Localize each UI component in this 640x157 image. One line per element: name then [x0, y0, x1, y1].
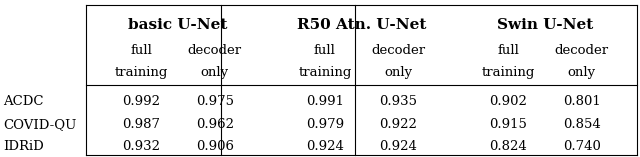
Text: decoder: decoder [555, 44, 609, 57]
Text: COVID-QU: COVID-QU [3, 118, 77, 131]
Text: 0.979: 0.979 [306, 118, 344, 131]
Text: 0.935: 0.935 [380, 95, 417, 108]
Text: decoder: decoder [371, 44, 426, 57]
Text: only: only [384, 66, 412, 79]
Text: training: training [298, 66, 351, 79]
Text: training: training [115, 66, 168, 79]
Text: training: training [482, 66, 535, 79]
Text: basic U-Net: basic U-Net [129, 18, 228, 32]
Text: 0.902: 0.902 [490, 95, 527, 108]
Text: 0.922: 0.922 [380, 118, 417, 131]
Text: only: only [568, 66, 596, 79]
Text: 0.854: 0.854 [563, 118, 600, 131]
Text: decoder: decoder [188, 44, 242, 57]
Text: only: only [201, 66, 229, 79]
Text: 0.962: 0.962 [196, 118, 234, 131]
Text: 0.906: 0.906 [196, 140, 234, 153]
Text: 0.975: 0.975 [196, 95, 234, 108]
Text: 0.924: 0.924 [306, 140, 344, 153]
Text: 0.992: 0.992 [122, 95, 161, 108]
Text: 0.932: 0.932 [122, 140, 161, 153]
Text: Swin U-Net: Swin U-Net [497, 18, 593, 32]
Text: 0.801: 0.801 [563, 95, 600, 108]
Text: R50 Atn. U-Net: R50 Atn. U-Net [297, 18, 426, 32]
Text: 0.915: 0.915 [490, 118, 527, 131]
Text: 0.740: 0.740 [563, 140, 601, 153]
Text: ACDC: ACDC [3, 95, 44, 108]
Text: 0.987: 0.987 [122, 118, 161, 131]
Text: full: full [131, 44, 152, 57]
Text: 0.924: 0.924 [380, 140, 417, 153]
Text: 0.991: 0.991 [306, 95, 344, 108]
Text: IDRiD: IDRiD [3, 140, 44, 153]
Text: full: full [497, 44, 519, 57]
Text: full: full [314, 44, 336, 57]
Text: 0.824: 0.824 [490, 140, 527, 153]
